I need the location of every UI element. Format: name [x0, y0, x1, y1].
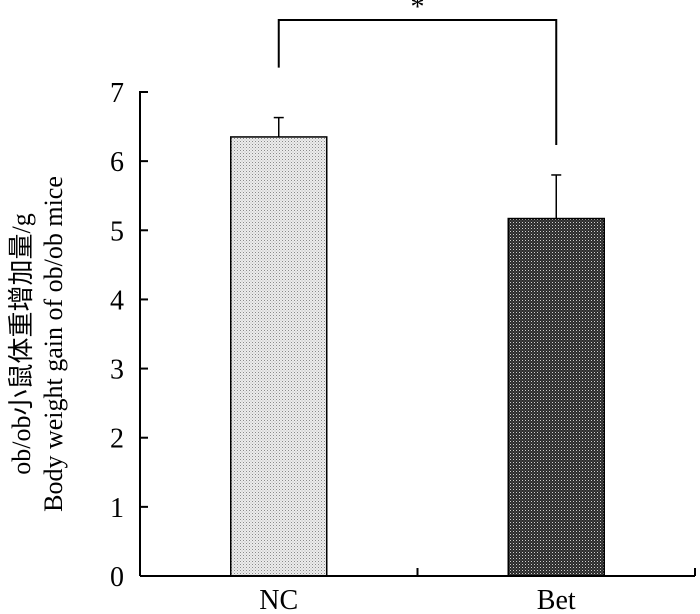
x-tick-label-bet: Bet [537, 585, 576, 614]
y-tick-label: 4 [110, 285, 124, 316]
x-axis-ticks: NC Bet [259, 568, 696, 614]
significance-asterisk: * [411, 0, 425, 23]
significance-group: * [277, 0, 558, 145]
bar-nc [230, 136, 328, 577]
y-tick-label: 2 [110, 424, 124, 455]
x-tick-label-nc: NC [259, 585, 298, 614]
y-tick-label: 3 [110, 355, 124, 386]
y-tick-label: 1 [110, 493, 124, 524]
y-tick-label: 6 [110, 147, 124, 178]
bars-group [230, 136, 605, 577]
y-axis-title-line-2: Body weight gain of ob/ob mice [39, 176, 68, 512]
significance-bracket [277, 19, 558, 145]
y-tick-label: 5 [110, 216, 124, 247]
y-tick-label: 0 [110, 562, 124, 593]
bar-bet [507, 217, 605, 577]
y-axis-ticks: 0 1 2 3 4 5 6 7 [110, 78, 148, 593]
y-axis-title-group: ob/ob小鼠体重增加量/g Body weight gain of ob/ob… [7, 176, 68, 512]
y-axis-title-line-1: ob/ob小鼠体重增加量/g [7, 213, 36, 474]
error-bars-group [273, 116, 562, 219]
y-tick-label: 7 [110, 78, 124, 109]
